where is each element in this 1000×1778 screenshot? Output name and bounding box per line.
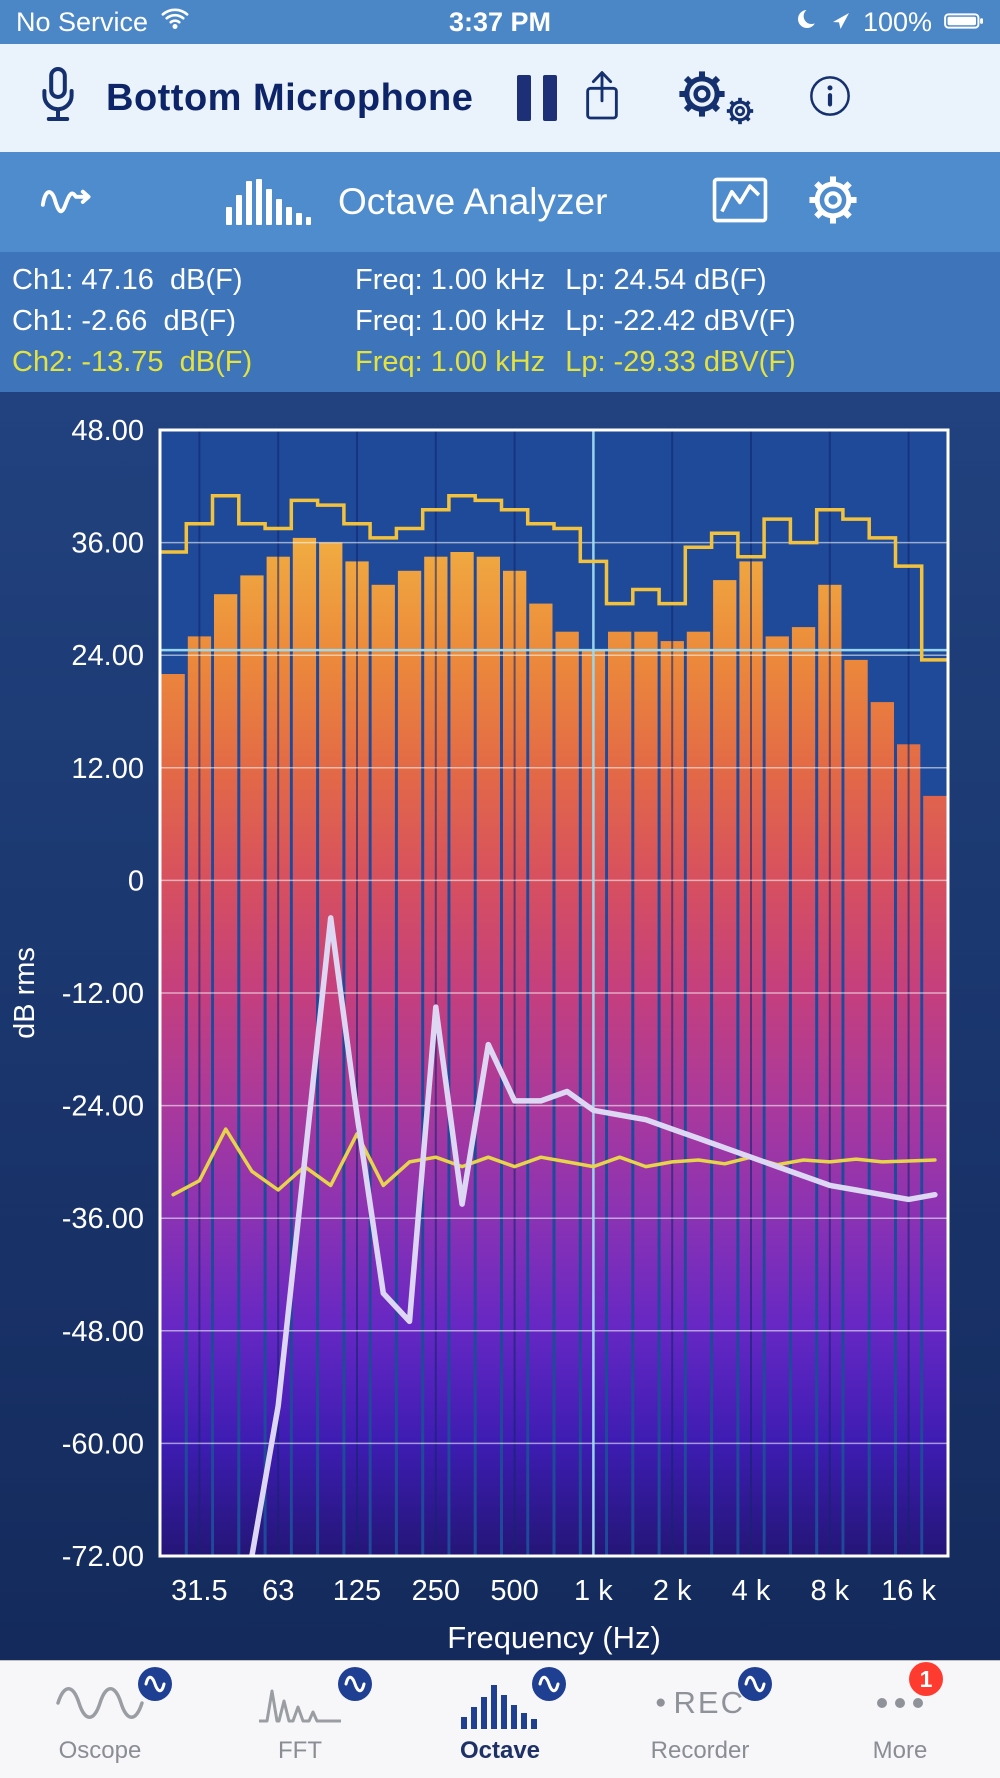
microphone-input-button[interactable] [34,66,82,131]
svg-text:4 k: 4 k [732,1575,771,1607]
svg-text:16 k: 16 k [881,1575,936,1607]
svg-text:-48.00: -48.00 [62,1316,144,1348]
app-header: Bottom Microphone [0,44,1000,152]
cursor-lp: Lp: 24.54 dB(F) [565,264,767,296]
cursor-lp: Lp: -22.42 dBV(F) [565,305,796,337]
svg-text:-24.00: -24.00 [62,1091,144,1123]
tab-label-fft: FFT [278,1737,322,1764]
channel-wave-badge [337,1666,373,1702]
svg-text:250: 250 [412,1575,460,1607]
channel-wave-badge [531,1666,567,1702]
battery-percent: 100% [862,6,932,37]
rec-icon: ● REC [655,1667,772,1730]
status-bar: No Service 3:37 PM 100% [0,0,1000,44]
chart-snapshot-button[interactable] [712,177,768,228]
readout-row-ch1: Ch1: 47.16 dB(F) Freq: 1.00 kHz Lp: 24.5… [12,260,1000,301]
wifi-icon [160,7,190,38]
ch1-level: Ch1: 47.16 dB(F) [12,264,243,296]
svg-text:0: 0 [128,865,144,897]
svg-text:2 k: 2 k [653,1575,692,1607]
svg-text:125: 125 [333,1575,381,1607]
tab-oscope[interactable]: Oscope [0,1661,200,1778]
rec-text: REC [673,1685,745,1720]
settings-button[interactable] [678,68,754,128]
svg-text:12.00: 12.00 [71,753,144,785]
readout-row-ch1-v: Ch1: -2.66 dB(F) Freq: 1.00 kHz Lp: -22.… [12,301,1000,342]
level-readouts: Ch1: 47.16 dB(F) Freq: 1.00 kHz Lp: 24.5… [0,252,1000,392]
gear-icon [678,70,726,123]
battery-icon [944,7,984,38]
svg-text:-60.00: -60.00 [62,1428,144,1460]
share-button[interactable] [580,68,624,129]
sine-wave-icon [55,1667,172,1730]
svg-text:31.5: 31.5 [171,1575,227,1607]
tab-more[interactable]: 1 More [800,1661,1000,1778]
tab-octave[interactable]: Octave [400,1661,600,1778]
gear-small-icon [726,97,754,130]
cursor-lp: Lp: -29.33 dBV(F) [565,346,796,378]
svg-text:1 k: 1 k [574,1575,613,1607]
rec-dot: ● [655,1692,669,1713]
tab-label-oscope: Oscope [58,1737,142,1764]
svg-text:dB rms: dB rms [9,947,41,1039]
svg-text:63: 63 [262,1575,294,1607]
tool-settings-button[interactable] [808,175,858,230]
ellipsis-icon: 1 [877,1662,943,1730]
notification-badge: 1 [909,1662,943,1696]
clock: 3:37 PM [448,6,552,37]
analyzer-toolbar: Octave Analyzer [0,152,1000,252]
spectrum-icon [255,1667,372,1730]
octave-bars-glyph-icon [224,175,312,230]
pause-bar [543,75,558,121]
input-title: Bottom Microphone [106,76,474,119]
octave-chart[interactable]: 48.00 36.00 24.00 12.00 0 -12.00 -24.00 -36.00 -… [0,392,1000,1660]
readout-row-ch2: Ch2: -13.75 dB(F) Freq: 1.00 kHz Lp: -29… [12,342,1000,383]
cursor-freq: Freq: 1.00 kHz [355,264,546,296]
tab-fft[interactable]: FFT [200,1661,400,1778]
tool-title: Octave Analyzer [338,181,608,222]
svg-text:Frequency (Hz): Frequency (Hz) [447,1620,661,1655]
pause-bar [517,75,532,121]
svg-text:-72.00: -72.00 [62,1541,144,1573]
tab-label-octave: Octave [459,1737,541,1764]
svg-text:-12.00: -12.00 [62,978,144,1010]
cursor-freq: Freq: 1.00 kHz [355,346,546,378]
pause-button[interactable] [517,75,558,121]
octave-bars-icon [461,1667,566,1730]
tab-label-more: More [872,1737,928,1764]
svg-text:36.00: 36.00 [71,528,144,560]
ch2-level: Ch2: -13.75 dB(F) [12,346,253,378]
channel-wave-badge [737,1666,773,1702]
carrier-label: No Service [16,6,149,37]
svg-text:500: 500 [490,1575,538,1607]
channel-wave-badge [137,1666,173,1702]
moon-icon [795,7,820,38]
signal-generator-button[interactable] [38,178,96,227]
svg-text:8 k: 8 k [810,1575,849,1607]
tab-recorder[interactable]: ● REC Recorder [600,1661,800,1778]
ch1-level-v: Ch1: -2.66 dB(F) [12,305,237,337]
location-arrow-icon [831,7,851,38]
cursor-freq: Freq: 1.00 kHz [355,305,546,337]
octave-chart-svg[interactable]: 48.00 36.00 24.00 12.00 0 -12.00 -24.00 -36.00 -… [0,392,1000,1660]
tab-bar: Oscope FFT [0,1660,1000,1778]
info-button[interactable] [808,74,852,123]
svg-text:48.00: 48.00 [71,415,144,447]
svg-text:24.00: 24.00 [71,640,144,672]
svg-text:-36.00: -36.00 [62,1203,144,1235]
tab-label-recorder: Recorder [650,1737,750,1764]
